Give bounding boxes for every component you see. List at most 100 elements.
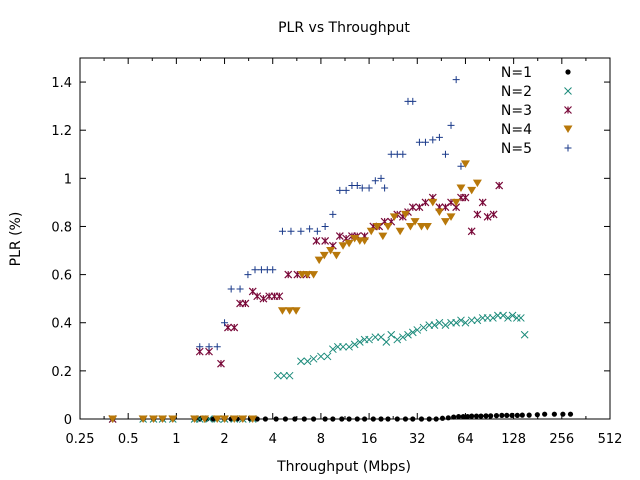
data-point bbox=[229, 415, 239, 423]
data-point bbox=[285, 307, 295, 315]
data-point bbox=[499, 311, 507, 320]
data-point bbox=[428, 198, 438, 207]
data-point bbox=[433, 416, 439, 422]
data-point bbox=[422, 222, 432, 231]
series-2 bbox=[108, 311, 529, 423]
data-point bbox=[212, 415, 222, 423]
data-point bbox=[445, 415, 451, 421]
data-point bbox=[227, 285, 235, 293]
data-point bbox=[244, 271, 252, 279]
data-point bbox=[421, 198, 430, 207]
data-point bbox=[230, 323, 239, 332]
data-point bbox=[520, 330, 529, 339]
data-point bbox=[378, 416, 384, 422]
data-point bbox=[446, 213, 456, 221]
data-point bbox=[365, 184, 373, 192]
data-point bbox=[284, 270, 293, 279]
data-point bbox=[434, 208, 444, 217]
data-point bbox=[273, 371, 282, 380]
data-point bbox=[345, 342, 353, 351]
data-point bbox=[516, 314, 525, 322]
x-tick-label: 16 bbox=[361, 432, 378, 447]
data-point bbox=[451, 414, 457, 420]
x-axis-label: Throughput (Mbps) bbox=[276, 459, 411, 475]
data-point bbox=[200, 415, 210, 423]
data-point bbox=[526, 412, 532, 418]
data-point bbox=[452, 76, 460, 84]
data-point bbox=[504, 314, 512, 322]
data-point bbox=[469, 413, 475, 419]
data-point bbox=[398, 333, 407, 342]
data-point bbox=[301, 416, 307, 422]
x-tick-label: 512 bbox=[598, 432, 623, 447]
data-point bbox=[190, 415, 200, 423]
data-point bbox=[399, 150, 407, 158]
data-point bbox=[259, 294, 268, 303]
data-point bbox=[426, 416, 432, 422]
data-point bbox=[461, 318, 470, 327]
data-point bbox=[251, 266, 259, 274]
data-point bbox=[331, 251, 341, 260]
legend-marker bbox=[563, 125, 573, 133]
data-point bbox=[441, 150, 449, 158]
data-point bbox=[309, 354, 318, 363]
data-point bbox=[473, 413, 480, 419]
data-point bbox=[460, 413, 466, 420]
data-point bbox=[339, 416, 345, 422]
data-point bbox=[393, 335, 402, 344]
data-point bbox=[297, 357, 305, 366]
data-point bbox=[472, 179, 482, 188]
data-point bbox=[297, 227, 305, 235]
data-point bbox=[309, 271, 319, 279]
data-point bbox=[408, 203, 417, 212]
data-point bbox=[326, 247, 336, 255]
x-axis: 0.25 0.5 1 2 4 8 16 32 64 128 256 512 bbox=[66, 58, 623, 447]
data-point bbox=[372, 222, 382, 231]
y-tick-label: 1.4 bbox=[51, 76, 72, 91]
data-point bbox=[277, 307, 287, 315]
data-point bbox=[408, 328, 417, 337]
legend-marker bbox=[564, 144, 572, 152]
data-point bbox=[346, 416, 352, 422]
data-point bbox=[560, 411, 566, 417]
x-tick-label: 2 bbox=[220, 432, 228, 447]
data-point bbox=[253, 292, 262, 301]
legend-label: N=3 bbox=[501, 103, 532, 119]
y-tick-label: 1.2 bbox=[51, 124, 72, 139]
data-point bbox=[456, 413, 462, 420]
data-point bbox=[319, 251, 329, 260]
data-point bbox=[344, 239, 354, 248]
data-point bbox=[415, 203, 424, 212]
data-point bbox=[329, 210, 337, 218]
data-point bbox=[473, 210, 482, 219]
data-point bbox=[489, 314, 497, 322]
series-4 bbox=[108, 160, 482, 423]
legend-marker bbox=[564, 106, 572, 114]
data-point bbox=[285, 371, 294, 380]
data-point bbox=[551, 411, 557, 417]
series-5 bbox=[196, 76, 465, 351]
data-point bbox=[381, 184, 389, 192]
series-1 bbox=[110, 411, 574, 422]
data-point bbox=[262, 416, 269, 422]
data-point bbox=[291, 307, 301, 315]
data-point bbox=[336, 186, 344, 194]
data-point bbox=[499, 412, 505, 418]
data-point bbox=[221, 319, 229, 327]
data-series bbox=[108, 76, 574, 423]
data-point bbox=[389, 213, 399, 221]
y-tick-label: 0.8 bbox=[51, 220, 72, 235]
data-point bbox=[456, 184, 466, 192]
data-point bbox=[275, 292, 284, 301]
data-point bbox=[213, 343, 221, 351]
x-tick-label: 128 bbox=[501, 432, 526, 447]
y-tick-label: 0.4 bbox=[51, 317, 72, 332]
y-tick-label: 0.2 bbox=[51, 365, 72, 380]
data-point bbox=[282, 416, 289, 422]
legend-label: N=2 bbox=[501, 84, 532, 100]
x-tick-label: 1 bbox=[172, 432, 180, 447]
legend-label: N=1 bbox=[501, 65, 532, 81]
data-point bbox=[430, 321, 439, 329]
data-point bbox=[567, 411, 574, 417]
